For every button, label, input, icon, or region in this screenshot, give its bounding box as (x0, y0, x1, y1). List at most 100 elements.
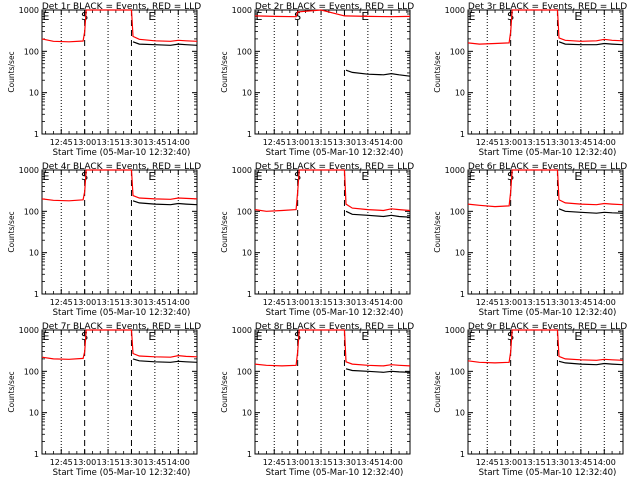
x-tick-label: 13:45 (569, 138, 592, 147)
x-tick-label: 12:45 (50, 458, 73, 467)
y-tick-label: 1000 (232, 6, 252, 15)
x-tick-label: 13:45 (143, 458, 166, 467)
x-axis-label: Start Time (05-Mar-10 12:32:40) (479, 148, 617, 158)
chart-panel: Det 8r BLACK = Events, RED = LLD 1 10 100 10… (220, 322, 414, 478)
y-tick-label: 10 (29, 409, 39, 418)
corner-marker-label: E (43, 10, 50, 23)
y-tick-label: 10 (455, 89, 465, 98)
lld-series-line (467, 169, 624, 208)
x-tick-label: 13:00 (499, 138, 522, 147)
chart-title: Det 3r BLACK = Events, RED = LLD (468, 2, 627, 12)
x-tick-label: 13:00 (73, 458, 96, 467)
x-tick-label: 13:15 (523, 298, 546, 307)
end-marker-label: E (148, 330, 155, 343)
events-series-line (345, 69, 411, 77)
x-tick-label: 13:45 (569, 298, 592, 307)
lld-series-line (467, 9, 624, 45)
chart-title: Det 2r BLACK = Events, RED = LLD (255, 2, 414, 12)
x-tick-label: 13:30 (546, 458, 569, 467)
plot-frame (254, 329, 411, 455)
x-tick-label: 14:00 (380, 458, 403, 467)
x-tick-label: 12:45 (263, 458, 286, 467)
chart-panel: Det 4r BLACK = Events, RED = LLD 1 10 100 10… (7, 162, 201, 318)
x-tick-label: 12:45 (476, 298, 499, 307)
chart-title: Det 5r BLACK = Events, RED = LLD (255, 162, 414, 172)
x-tick-label: 14:00 (167, 138, 190, 147)
x-tick-label: 12:45 (263, 138, 286, 147)
start-marker-label: S (294, 330, 301, 343)
y-tick-label: 1 (34, 130, 39, 139)
y-tick-label: 1000 (232, 326, 252, 335)
events-series-line (345, 210, 411, 218)
y-axis-label: Counts/sec (220, 371, 229, 412)
x-tick-label: 13:15 (310, 298, 333, 307)
x-tick-label: 12:45 (263, 298, 286, 307)
x-tick-label: 14:00 (593, 458, 616, 467)
y-tick-label: 100 (237, 367, 252, 376)
y-axis-label: Counts/sec (7, 51, 16, 92)
chart-panel: Det 3r BLACK = Events, RED = LLD 1 10 100 10… (433, 2, 627, 158)
corner-marker-label: E (469, 170, 476, 183)
y-tick-label: 100 (450, 367, 465, 376)
y-tick-label: 10 (242, 89, 252, 98)
end-marker-label: E (361, 330, 368, 343)
corner-marker-label: E (256, 170, 263, 183)
y-tick-label: 10 (455, 249, 465, 258)
y-tick-label: 100 (237, 47, 252, 56)
x-tick-label: 14:00 (593, 138, 616, 147)
x-tick-label: 13:45 (143, 138, 166, 147)
x-tick-label: 13:00 (499, 298, 522, 307)
lld-series-line (41, 169, 198, 202)
start-marker-label: S (294, 170, 301, 183)
plot-frame (41, 329, 198, 455)
y-axis-label: Counts/sec (433, 51, 442, 92)
x-tick-label: 13:45 (356, 458, 379, 467)
events-series-line (558, 208, 624, 214)
x-tick-label: 13:30 (120, 458, 143, 467)
chart-panel: Det 7r BLACK = Events, RED = LLD 1 10 100 10… (7, 322, 201, 478)
lld-series-line (41, 329, 198, 360)
y-tick-label: 1000 (19, 6, 39, 15)
x-tick-label: 13:45 (143, 298, 166, 307)
x-tick-label: 13:30 (120, 138, 143, 147)
start-marker-label: S (507, 330, 514, 343)
y-axis-label: Counts/sec (220, 51, 229, 92)
start-marker-label: S (294, 10, 301, 23)
x-tick-label: 13:15 (97, 298, 120, 307)
chart-panel: Det 1r BLACK = Events, RED = LLD 1 10 100 10… (7, 2, 201, 158)
x-tick-label: 13:15 (310, 138, 333, 147)
y-tick-label: 1000 (445, 326, 465, 335)
x-tick-label: 14:00 (380, 138, 403, 147)
x-tick-label: 13:15 (523, 138, 546, 147)
x-tick-label: 14:00 (167, 298, 190, 307)
x-tick-label: 13:15 (523, 458, 546, 467)
lld-series-line (254, 9, 411, 18)
end-marker-label: E (361, 170, 368, 183)
x-tick-label: 13:30 (546, 298, 569, 307)
chart-title: Det 9r BLACK = Events, RED = LLD (468, 322, 627, 332)
y-axis-label: Counts/sec (433, 211, 442, 252)
x-axis-label: Start Time (05-Mar-10 12:32:40) (479, 308, 617, 318)
y-tick-label: 1 (460, 130, 465, 139)
events-series-line (345, 368, 411, 373)
end-marker-label: E (148, 10, 155, 23)
y-tick-label: 10 (242, 409, 252, 418)
end-marker-label: E (148, 170, 155, 183)
x-tick-label: 13:00 (286, 298, 309, 307)
y-tick-label: 100 (24, 207, 39, 216)
chart-title: Det 4r BLACK = Events, RED = LLD (42, 162, 201, 172)
x-axis-label: Start Time (05-Mar-10 12:32:40) (53, 148, 191, 158)
corner-marker-label: E (256, 330, 263, 343)
end-marker-label: E (574, 10, 581, 23)
y-tick-label: 10 (455, 409, 465, 418)
y-axis-label: Counts/sec (7, 211, 16, 252)
events-series-line (558, 41, 624, 46)
x-axis-label: Start Time (05-Mar-10 12:32:40) (53, 468, 191, 478)
x-axis-label: Start Time (05-Mar-10 12:32:40) (53, 308, 191, 318)
chart-panel: Det 5r BLACK = Events, RED = LLD 1 10 100 10… (220, 162, 414, 318)
plot-frame (467, 329, 624, 455)
end-marker-label: E (574, 330, 581, 343)
x-tick-label: 14:00 (593, 298, 616, 307)
x-axis-label: Start Time (05-Mar-10 12:32:40) (266, 148, 404, 158)
y-tick-label: 100 (237, 207, 252, 216)
